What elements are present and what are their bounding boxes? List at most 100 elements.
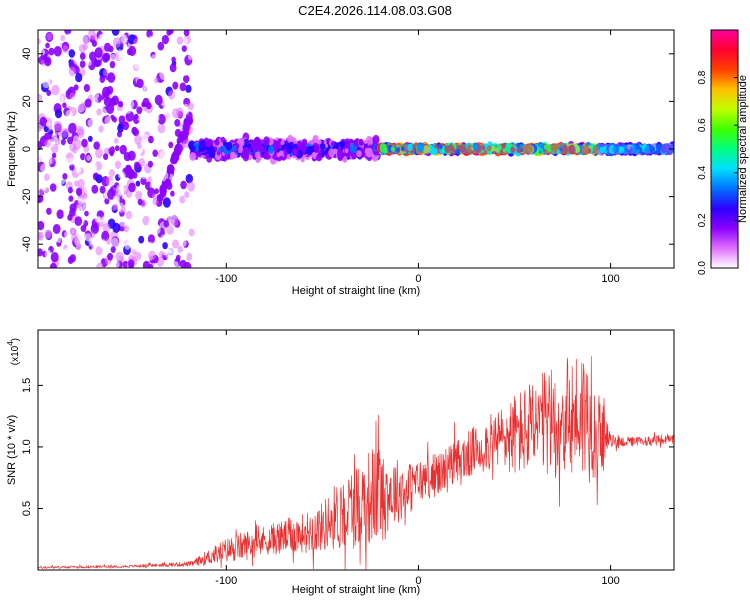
spectrogram-cell: [38, 202, 43, 213]
spectrogram-cell: [188, 228, 195, 237]
spectrogram-cell: [54, 169, 62, 179]
spectrogram-cell: [177, 245, 184, 253]
spectrogram-cell: [104, 116, 112, 126]
colorbar-tick-label: 0.8: [697, 70, 708, 84]
spectrogram-cell: [83, 173, 89, 181]
spectrogram-cell: [147, 234, 155, 244]
snr-panel: -100 0 100 0.5 1.0 1.5 Height of straight li…: [6, 329, 675, 596]
spectrogram-cell: [38, 220, 45, 231]
spectrogram-cell: [123, 152, 131, 162]
spectrogram-x-tick-label: 100: [601, 273, 619, 285]
snr-y-tick-label: 0.5: [21, 501, 33, 516]
spectrogram-x-ticks: -100 0 100: [215, 30, 620, 285]
spectrogram-cell: [516, 147, 521, 154]
spectrogram-cell: [143, 75, 150, 84]
spectrogram-cell: [330, 141, 335, 147]
spectrogram-cell: [254, 151, 261, 159]
spectrogram-cell: [179, 82, 187, 92]
spectrogram-cell: [208, 148, 216, 159]
spectrogram-cell: [117, 171, 124, 179]
spectrogram-cell: [120, 34, 127, 43]
spectrogram-cell: [160, 234, 167, 243]
spectrogram-cell: [114, 261, 120, 268]
spectrogram-cell: [50, 252, 59, 263]
snr-y-tick-label: 1.5: [21, 378, 33, 393]
spectrogram-cell: [66, 98, 72, 106]
spectrogram-cell: [351, 152, 357, 160]
spectrogram-cell: [168, 30, 174, 35]
snr-x-tick-label: -100: [215, 575, 237, 587]
spectrogram-cell: [147, 202, 153, 210]
spectrogram-cell: [94, 215, 100, 223]
spectrogram-cell: [560, 146, 568, 156]
spectrogram-cell: [495, 147, 499, 153]
spectrogram-cell: [466, 144, 473, 153]
spectrogram-cell: [166, 225, 174, 235]
spectrogram-cell: [48, 47, 55, 56]
spectrogram-cell: [39, 180, 48, 192]
spectrogram-cell: [581, 145, 590, 155]
spectrogram-cell: [82, 43, 88, 51]
spectrogram-cell: [67, 117, 72, 124]
spectrogram-cell: [157, 135, 162, 142]
spectrogram-cell: [184, 191, 190, 199]
spectrogram-cell: [104, 126, 111, 135]
spectrogram-cell: [124, 103, 132, 114]
spectrogram-cell: [135, 190, 143, 201]
spectrogram-cell: [543, 144, 547, 150]
spectrogram-cell: [288, 141, 295, 150]
spectrogram-cell: [154, 188, 159, 195]
spectrogram-y-tick-label: -20: [21, 189, 33, 205]
spectrogram-cell: [190, 145, 196, 153]
spectrogram-cell: [253, 145, 259, 153]
spectrogram-cell: [135, 180, 141, 187]
spectrogram-cell: [158, 53, 168, 65]
spectrogram-cell: [56, 70, 62, 78]
spectrogram-cell: [99, 185, 106, 194]
spectrogram-cell: [103, 153, 109, 161]
spectrogram-cell: [147, 160, 153, 168]
spectrogram-cell: [49, 183, 57, 192]
spectrogram-cell: [490, 145, 496, 152]
spectrogram-cell: [44, 139, 51, 148]
spectrogram-cell: [170, 260, 179, 268]
spectrogram-cell: [156, 140, 164, 150]
spectrogram-cell: [106, 246, 112, 254]
spectrogram-cell: [45, 121, 51, 128]
spectrogram-cell: [114, 145, 120, 152]
spectrogram-cell: [182, 37, 188, 45]
spectrogram-cell: [95, 174, 103, 184]
spectrogram-cell: [88, 30, 96, 39]
spectrogram-cell: [170, 216, 179, 227]
spectrogram-cell: [117, 60, 125, 70]
spectrogram-cell: [154, 94, 163, 106]
spectrogram-cell: [62, 102, 67, 109]
spectrogram-cell: [267, 145, 275, 154]
spectrogram-cell: [162, 242, 168, 250]
spectrogram-cell: [481, 145, 486, 151]
spectrogram-cell: [472, 142, 479, 150]
spectrogram-cell: [96, 108, 102, 116]
spectrogram-cell: [158, 250, 165, 258]
spectrogram-cell: [116, 76, 122, 83]
spectrogram-cell: [168, 90, 175, 100]
spectrogram-cell: [247, 148, 251, 154]
spectrogram-cell: [70, 264, 76, 268]
spectrogram-cell: [185, 173, 193, 184]
spectrogram-cell: [599, 146, 605, 154]
spectrogram-cell: [106, 85, 114, 95]
spectrogram-cell: [444, 145, 451, 154]
spectrogram-cell: [137, 143, 142, 149]
spectrogram-cell: [180, 250, 188, 261]
spectrogram-cell: [102, 222, 111, 233]
spectrogram-cell: [51, 152, 57, 159]
spectrogram-cell: [77, 178, 85, 188]
spectrogram-cell: [141, 134, 150, 145]
spectrogram-cell: [125, 210, 133, 220]
spectrogram-cell: [134, 219, 143, 230]
snr-y-tick-label: 1.0: [21, 439, 33, 454]
spectrogram-cell: [160, 170, 169, 182]
spectrogram-cell: [176, 36, 184, 45]
spectrogram-cell: [84, 185, 92, 195]
